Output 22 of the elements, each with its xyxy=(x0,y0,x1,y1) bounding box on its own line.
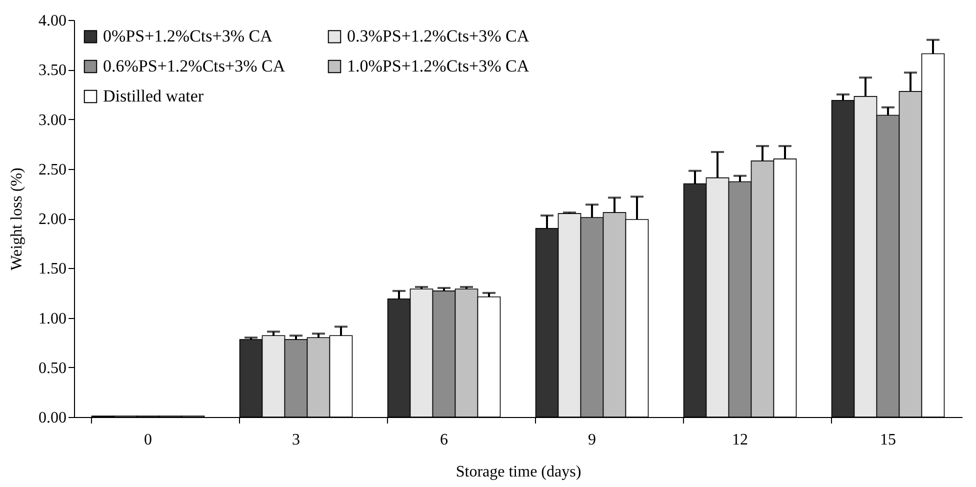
y-tick-label: 0.00 xyxy=(38,410,66,426)
legend-label: Distilled water xyxy=(103,86,204,106)
y-tick-label: 1.00 xyxy=(38,310,66,328)
x-axis-title: Storage time (days) xyxy=(456,464,582,480)
legend-label: 0.3%PS+1.2%Cts+3% CA xyxy=(347,26,530,46)
legend-label: 0.6%PS+1.2%Cts+3% CA xyxy=(103,56,286,76)
y-tick-label: 3.00 xyxy=(38,112,66,129)
legend-label: 0%PS+1.2%Cts+3% CA xyxy=(103,26,274,46)
y-tick-label: 0.50 xyxy=(38,360,66,377)
legend-label: 1.0%PS+1.2%Cts+3% CA xyxy=(347,56,530,76)
x-tick-label: 6 xyxy=(440,432,448,448)
y-tick-label: 4.00 xyxy=(38,12,66,30)
x-tick-label: 15 xyxy=(880,432,896,448)
y-tick-label: 3.50 xyxy=(38,62,66,80)
x-tick-label: 12 xyxy=(732,432,748,448)
x-tick-label: 9 xyxy=(588,432,596,448)
y-tick-label: 1.50 xyxy=(38,260,66,278)
y-axis-title: Weight loss (%) xyxy=(8,168,26,270)
y-tick-label: 2.50 xyxy=(38,161,66,178)
x-tick-label: 0 xyxy=(144,432,152,448)
x-tick-label: 3 xyxy=(292,432,300,448)
y-tick-label: 2.00 xyxy=(38,211,66,228)
